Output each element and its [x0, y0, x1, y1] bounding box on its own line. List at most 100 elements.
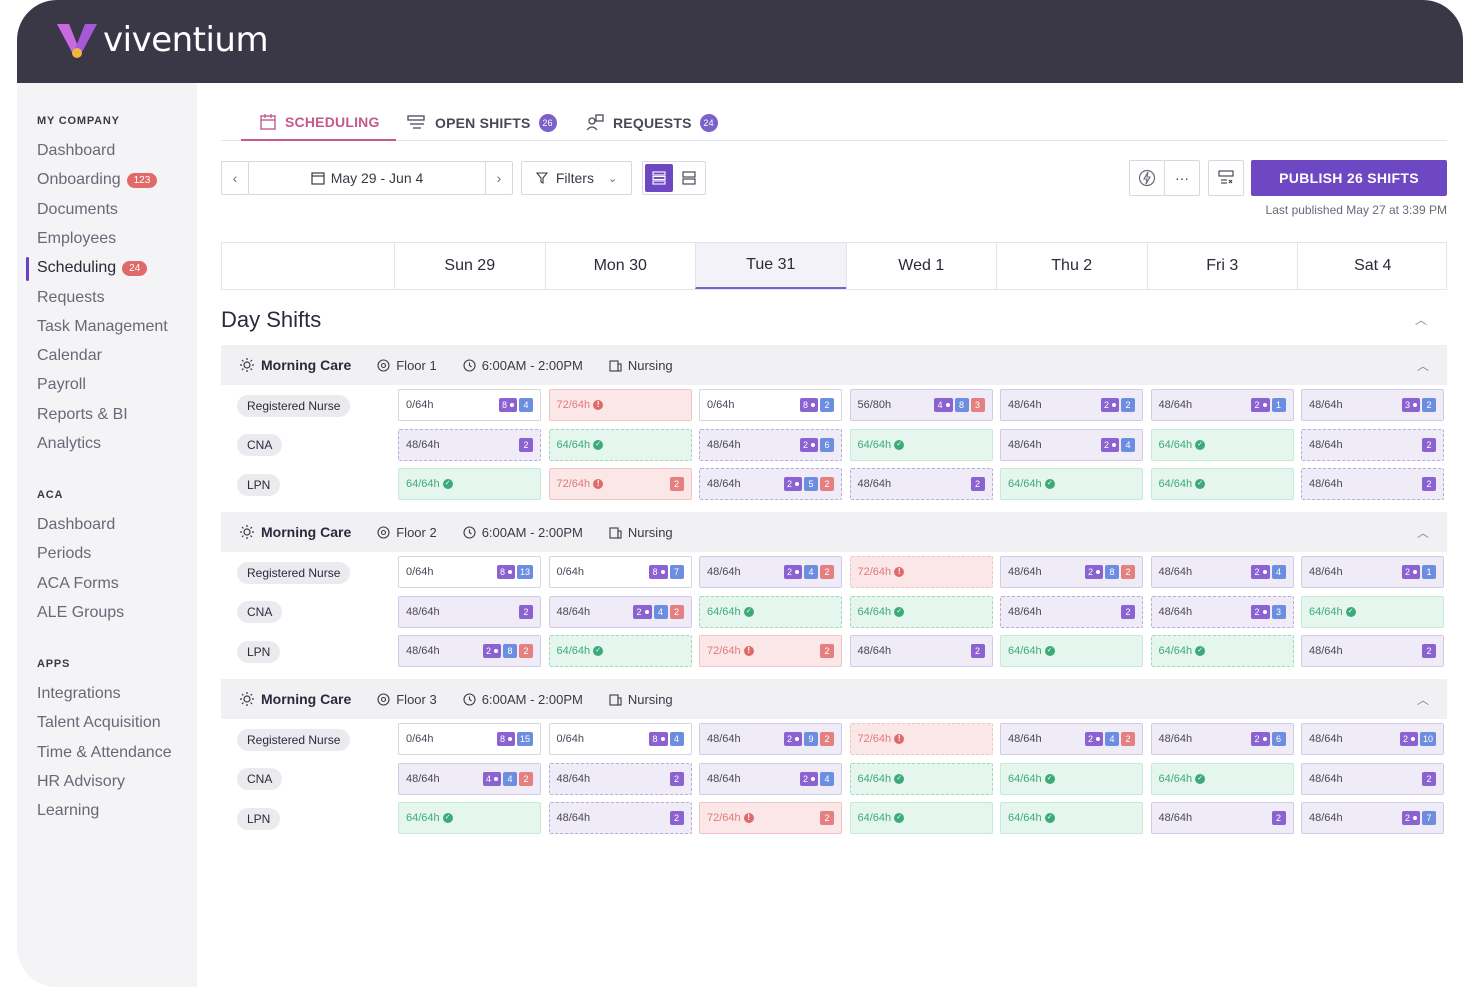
shift-cell[interactable]: 0/64h 8 2: [699, 389, 842, 421]
assigned-count-badge[interactable]: 2: [783, 732, 802, 746]
layout-settings-button[interactable]: [1208, 160, 1244, 196]
shift-cell[interactable]: 48/64h 2: [1301, 428, 1444, 461]
sidebar-item-dashboard[interactable]: Dashboard: [37, 516, 115, 534]
available-count-badge[interactable]: 2: [1121, 398, 1135, 412]
sidebar-item-learning[interactable]: Learning: [37, 802, 99, 820]
shift-cell[interactable]: 48/64h 2 9 2: [699, 723, 842, 755]
shift-cell[interactable]: 48/64h 2: [1301, 468, 1444, 500]
shift-cell[interactable]: 48/64h 4 4 2: [398, 762, 541, 795]
shift-cell[interactable]: 64/64h ✓: [1301, 595, 1444, 628]
tab-scheduling[interactable]: SCHEDULING: [241, 105, 396, 141]
shift-cell[interactable]: 64/64h ✓: [849, 762, 993, 795]
conflict-count-badge[interactable]: 2: [519, 644, 533, 658]
day-header[interactable]: Thu 2: [996, 243, 1147, 289]
available-count-badge[interactable]: 1: [1422, 565, 1436, 579]
sidebar-item-time-attendance[interactable]: Time & Attendance: [37, 744, 172, 762]
shift-cell[interactable]: 64/64h ✓: [1150, 635, 1294, 667]
shift-cell[interactable]: 48/64h 2: [1000, 595, 1143, 628]
sidebar-item-documents[interactable]: Documents: [37, 201, 118, 219]
assigned-count-badge[interactable]: 2: [1100, 398, 1119, 412]
sidebar-item-employees[interactable]: Employees: [37, 230, 116, 248]
available-count-badge[interactable]: 13: [516, 565, 533, 579]
shift-cell[interactable]: 64/64h ✓: [1150, 762, 1294, 795]
assigned-count-badge[interactable]: 4: [482, 771, 501, 786]
shift-cell[interactable]: 48/64h 2: [548, 802, 692, 834]
day-header[interactable]: Sat 4: [1297, 243, 1448, 289]
assigned-count-badge[interactable]: 8: [649, 732, 668, 746]
shift-cell[interactable]: 64/64h ✓: [398, 802, 541, 834]
assigned-count-badge[interactable]: 2: [1271, 811, 1286, 825]
assigned-count-badge[interactable]: 2: [633, 604, 652, 619]
collapse-group-icon[interactable]: ︿: [1416, 692, 1429, 707]
sidebar-item-integrations[interactable]: Integrations: [37, 685, 121, 703]
shift-cell[interactable]: 64/64h ✓: [548, 635, 692, 667]
shift-cell[interactable]: 72/64h!: [849, 556, 993, 588]
sidebar-item-requests[interactable]: Requests: [37, 289, 105, 307]
shift-cell[interactable]: 48/64h 2: [398, 428, 541, 461]
sidebar-item-payroll[interactable]: Payroll: [37, 376, 86, 394]
assigned-count-badge[interactable]: 2: [1121, 604, 1135, 619]
shift-cell[interactable]: 64/64h ✓: [849, 595, 993, 628]
date-range-picker[interactable]: May 29 - Jun 4: [248, 161, 486, 195]
collapse-section-icon[interactable]: ︿: [1415, 313, 1428, 327]
assigned-count-badge[interactable]: 8: [496, 565, 515, 579]
tab-open-shifts[interactable]: OPEN SHIFTS 26: [407, 105, 557, 141]
assigned-count-badge[interactable]: 2: [970, 644, 985, 658]
available-count-badge[interactable]: 10: [1419, 732, 1436, 746]
auto-schedule-button[interactable]: [1129, 160, 1165, 196]
shift-cell[interactable]: 72/64h! 2: [548, 468, 692, 500]
shift-cell[interactable]: 0/64h 8 7: [548, 556, 692, 588]
shift-group-header[interactable]: Morning Care Floor 3 6:00AM - 2:00PM Nur…: [221, 679, 1447, 719]
shift-cell[interactable]: 64/64h ✓: [699, 595, 842, 628]
assigned-count-badge[interactable]: 2: [783, 477, 802, 491]
shift-cell[interactable]: 0/64h 8 4: [398, 389, 541, 421]
shift-cell[interactable]: 64/64h ✓: [1000, 802, 1143, 834]
shift-cell[interactable]: 48/64h 3 2: [1301, 389, 1444, 421]
shift-cell[interactable]: 72/64h!: [849, 723, 993, 755]
available-count-badge[interactable]: 6: [1271, 732, 1286, 746]
shift-cell[interactable]: 64/64h ✓: [1000, 635, 1143, 667]
conflict-count-badge[interactable]: 2: [820, 565, 834, 579]
day-header[interactable]: Tue 31: [695, 243, 846, 289]
available-count-badge[interactable]: 4: [519, 398, 533, 412]
conflict-count-badge[interactable]: 2: [1121, 732, 1135, 746]
shift-cell[interactable]: 48/64h 2 1: [1301, 556, 1444, 588]
assigned-count-badge[interactable]: 2: [1401, 811, 1420, 825]
shift-cell[interactable]: 48/64h 2 7: [1301, 802, 1444, 834]
available-count-badge[interactable]: 3: [1271, 604, 1286, 619]
assigned-count-badge[interactable]: 2: [970, 477, 985, 491]
day-header[interactable]: Fri 3: [1146, 243, 1298, 289]
list-view-button[interactable]: [645, 164, 673, 192]
shift-cell[interactable]: 64/64h ✓: [1000, 468, 1143, 500]
collapse-group-icon[interactable]: ︿: [1416, 525, 1429, 540]
shift-cell[interactable]: 0/64h 8 4: [548, 723, 692, 755]
assigned-count-badge[interactable]: 2: [519, 437, 533, 452]
shift-cell[interactable]: 48/64h 2 6: [1150, 723, 1294, 755]
available-count-badge[interactable]: 7: [1422, 811, 1436, 825]
sidebar-item-reports-bi[interactable]: Reports & BI: [37, 406, 128, 424]
conflict-count-badge[interactable]: 2: [820, 477, 834, 491]
available-count-badge[interactable]: 8: [503, 644, 517, 658]
shift-cell[interactable]: 48/64h 2 4: [1000, 428, 1143, 461]
assigned-count-badge[interactable]: 2: [799, 437, 818, 452]
shift-cell[interactable]: 72/64h! 2: [699, 635, 842, 667]
sidebar-item-hr-advisory[interactable]: HR Advisory: [37, 773, 125, 791]
brand-logo[interactable]: viventium: [55, 20, 269, 60]
conflict-count-badge[interactable]: 2: [519, 771, 533, 786]
tab-requests[interactable]: REQUESTS 24: [585, 105, 718, 141]
shift-cell[interactable]: 48/64h 2 8 2: [398, 635, 541, 667]
available-count-badge[interactable]: 8: [954, 398, 969, 412]
compact-view-button[interactable]: [675, 164, 703, 192]
assigned-count-badge[interactable]: 8: [649, 565, 668, 579]
shift-cell[interactable]: 0/64h 8 13: [398, 556, 541, 588]
conflict-count-badge[interactable]: 2: [1121, 565, 1135, 579]
assigned-count-badge[interactable]: 2: [1422, 771, 1436, 786]
publish-shifts-button[interactable]: PUBLISH 26 SHIFTS: [1251, 160, 1447, 196]
sidebar-item-aca-forms[interactable]: ACA Forms: [37, 575, 119, 593]
shift-cell[interactable]: 72/64h!: [548, 389, 692, 421]
shift-cell[interactable]: 64/64h ✓: [849, 428, 993, 461]
sidebar-item-scheduling[interactable]: Scheduling 24: [37, 259, 148, 277]
next-week-button[interactable]: ›: [485, 161, 513, 195]
assigned-count-badge[interactable]: 3: [1401, 398, 1420, 412]
sidebar-item-talent-acquisition[interactable]: Talent Acquisition: [37, 714, 161, 732]
